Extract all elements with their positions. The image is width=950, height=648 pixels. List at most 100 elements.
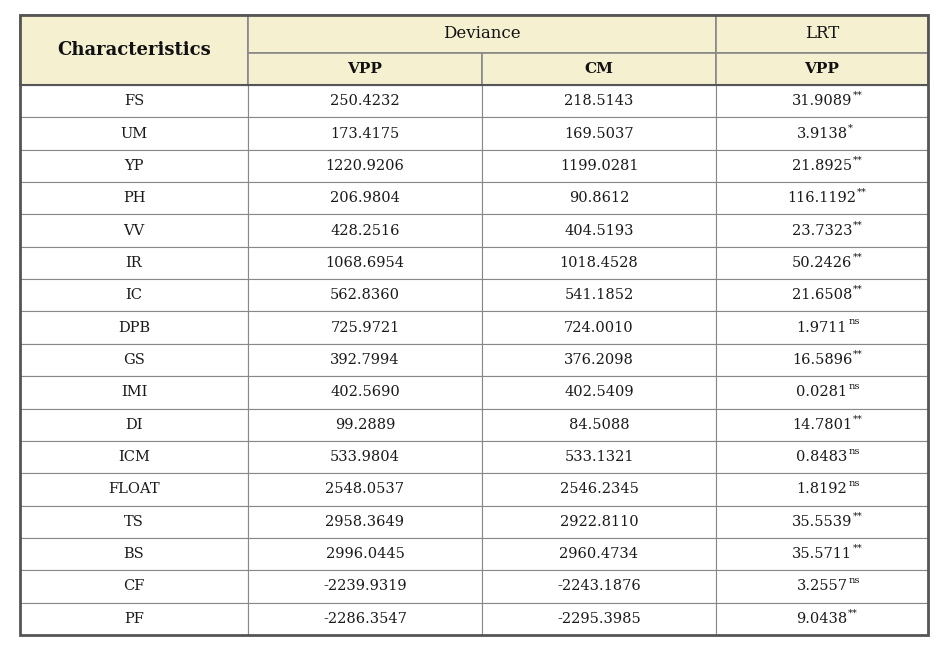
Text: **: **	[852, 220, 863, 229]
Text: VV: VV	[124, 224, 144, 238]
Text: PF: PF	[124, 612, 144, 626]
Bar	[716, 376, 928, 408]
Text: -2295.3985: -2295.3985	[557, 612, 641, 626]
Text: 533.9804: 533.9804	[330, 450, 400, 464]
Text: 402.5409: 402.5409	[564, 386, 634, 399]
Text: YP: YP	[124, 159, 143, 173]
Bar	[248, 538, 482, 570]
Bar	[482, 279, 716, 312]
Bar	[482, 214, 716, 247]
Bar	[716, 603, 928, 635]
Text: ns: ns	[848, 479, 860, 488]
Text: 1220.9206: 1220.9206	[326, 159, 405, 173]
Text: **: **	[852, 511, 863, 520]
Text: **: **	[852, 350, 863, 359]
Text: 90.8612: 90.8612	[569, 191, 629, 205]
Text: 2548.0537: 2548.0537	[326, 482, 405, 496]
Text: 402.5690: 402.5690	[331, 386, 400, 399]
Bar	[20, 15, 248, 85]
Bar	[716, 150, 928, 182]
Text: FLOAT: FLOAT	[108, 482, 160, 496]
Text: Characteristics: Characteristics	[57, 41, 211, 59]
Bar	[20, 312, 248, 344]
Bar	[248, 247, 482, 279]
Bar	[248, 344, 482, 376]
Bar	[482, 505, 716, 538]
Bar	[482, 376, 716, 408]
Bar	[482, 182, 716, 214]
Bar	[20, 538, 248, 570]
Text: 1.9711: 1.9711	[797, 321, 847, 334]
Bar	[482, 150, 716, 182]
Bar	[716, 408, 928, 441]
Bar	[716, 505, 928, 538]
Text: GS: GS	[124, 353, 145, 367]
Text: 99.2889: 99.2889	[334, 418, 395, 432]
Text: IMI: IMI	[121, 386, 147, 399]
Bar	[20, 247, 248, 279]
Bar	[248, 214, 482, 247]
Text: 2960.4734: 2960.4734	[560, 547, 638, 561]
Text: 218.5143: 218.5143	[564, 94, 634, 108]
Text: VPP: VPP	[348, 62, 383, 76]
Bar	[248, 117, 482, 150]
Text: *: *	[848, 123, 853, 132]
Bar	[482, 441, 716, 473]
Text: 0.8483: 0.8483	[796, 450, 847, 464]
Text: 2546.2345: 2546.2345	[560, 482, 638, 496]
Bar	[20, 376, 248, 408]
Text: 23.7323: 23.7323	[791, 224, 852, 238]
Text: 14.7801: 14.7801	[792, 418, 852, 432]
Bar	[482, 538, 716, 570]
Bar	[20, 570, 248, 603]
Bar	[248, 15, 716, 53]
Text: **: **	[857, 188, 866, 197]
Text: 250.4232: 250.4232	[331, 94, 400, 108]
Text: 428.2516: 428.2516	[331, 224, 400, 238]
Bar	[20, 344, 248, 376]
Bar	[20, 214, 248, 247]
Bar	[20, 117, 248, 150]
Text: 376.2098: 376.2098	[564, 353, 634, 367]
Bar	[482, 408, 716, 441]
Text: **: **	[852, 156, 863, 165]
Bar	[20, 85, 248, 117]
Bar	[248, 408, 482, 441]
Text: DPB: DPB	[118, 321, 150, 334]
Text: **: **	[848, 608, 858, 618]
Text: IC: IC	[125, 288, 142, 303]
Text: **: **	[852, 415, 863, 423]
Bar	[716, 214, 928, 247]
Text: ICM: ICM	[118, 450, 150, 464]
Text: Deviance: Deviance	[444, 25, 521, 43]
Bar	[20, 603, 248, 635]
Bar	[20, 441, 248, 473]
Bar	[20, 150, 248, 182]
Bar	[482, 603, 716, 635]
Text: 1.8192: 1.8192	[797, 482, 847, 496]
Text: CF: CF	[124, 579, 144, 594]
Text: 35.5539: 35.5539	[791, 515, 852, 529]
Text: 116.1192: 116.1192	[788, 191, 857, 205]
Text: **: **	[852, 544, 863, 553]
Bar	[482, 247, 716, 279]
Bar	[248, 473, 482, 505]
Text: -2243.1876: -2243.1876	[557, 579, 641, 594]
Bar	[716, 279, 928, 312]
Bar	[716, 473, 928, 505]
Text: -2286.3547: -2286.3547	[323, 612, 407, 626]
Text: 169.5037: 169.5037	[564, 126, 634, 141]
Text: 1199.0281: 1199.0281	[560, 159, 638, 173]
Bar	[248, 85, 482, 117]
Bar	[20, 473, 248, 505]
Text: 404.5193: 404.5193	[564, 224, 634, 238]
Text: 173.4175: 173.4175	[331, 126, 400, 141]
Bar	[248, 150, 482, 182]
Bar	[716, 344, 928, 376]
Bar	[716, 182, 928, 214]
Text: 2996.0445: 2996.0445	[326, 547, 405, 561]
Text: 724.0010: 724.0010	[564, 321, 634, 334]
Text: ns: ns	[848, 446, 860, 456]
Text: **: **	[852, 253, 863, 262]
Text: ns: ns	[848, 576, 860, 585]
